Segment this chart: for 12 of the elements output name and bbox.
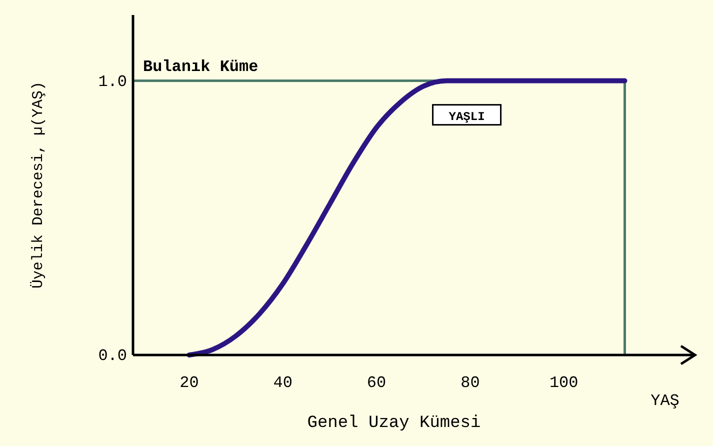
x-tick-label: 80 [460, 374, 480, 392]
y-tick-label: 0.0 [98, 347, 127, 365]
y-tick-label: 1.0 [98, 72, 127, 91]
ref-line-label: Bulanık Küme [143, 58, 258, 76]
x-tick-label: 60 [366, 374, 386, 392]
x-tick-label: 20 [180, 374, 199, 392]
text: YAŞLI [448, 110, 485, 124]
text: YAŞ [650, 392, 680, 410]
y-axis-title: Üyelik Derecesi, µ(YAŞ) [30, 81, 47, 289]
x-axis-title: Genel Uzay Kümesi [307, 414, 481, 433]
x-tick-label: 100 [549, 374, 578, 392]
x-tick-label: 40 [273, 374, 292, 392]
